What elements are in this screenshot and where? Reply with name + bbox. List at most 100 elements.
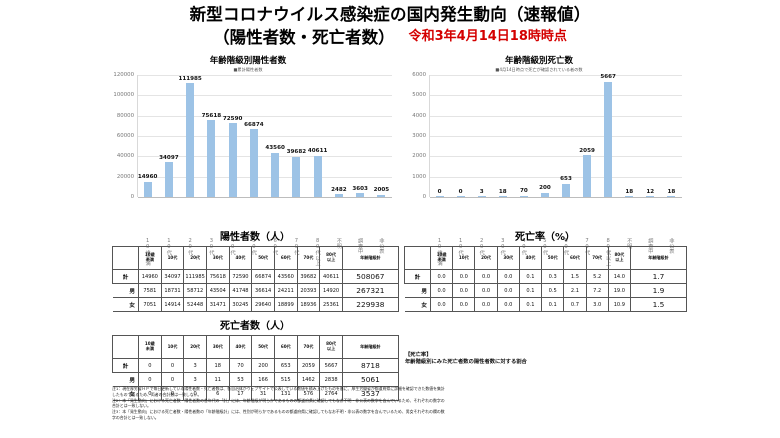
table-cell: 20393 — [296, 283, 321, 298]
bar-item: 0 — [429, 75, 450, 197]
positive-cases-chart: 年齢階級別陽性者数 ■累計陽性者数 0 20000 40000 60000 80000 1… — [104, 56, 392, 266]
table-cell: 31471 — [205, 297, 230, 312]
table-cell: 0 — [160, 358, 185, 373]
table-row: 女 0.0 0.0 0.0 0.0 0.1 0.1 0.7 3.0 10.9 1.5 — [404, 297, 687, 312]
table-cell: 7051 — [138, 297, 162, 312]
table-cell: 72590 — [228, 269, 253, 284]
table-cell: 1462 — [296, 372, 321, 387]
bar-value-label: 2005 — [373, 187, 390, 194]
bar-value-label: 18 — [625, 188, 634, 195]
table-row: 計 0 0 3 18 70 200 653 2059 5667 8718 — [112, 358, 399, 373]
table-cell: 0 — [138, 358, 162, 373]
footnotes: 注1：現在厚労省ＨＰで毎日更新している陽性者数・死亡者数は、各自治体がウェブサイ… — [112, 386, 447, 421]
table-cell: 41748 — [228, 283, 253, 298]
bar-series: 0 0 3 18 70 200 653 2059 5667 18 12 18 — [429, 74, 682, 197]
table-cell: 0.0 — [474, 297, 498, 312]
table-cell: 25361 — [319, 297, 343, 312]
bar — [207, 120, 216, 197]
table-cell: 17 — [228, 386, 253, 401]
table-cell: 31 — [251, 386, 275, 401]
table-cell: 1.5 — [563, 269, 587, 284]
bar-value-label: 2059 — [579, 147, 595, 154]
bar — [186, 83, 195, 197]
x-axis-tick: 調査中 — [357, 238, 364, 254]
gridline — [138, 95, 392, 97]
table-title: 死亡率（%） — [514, 232, 576, 243]
bar — [249, 129, 258, 197]
table-row: 男 0 0 3 11 53 166 515 1462 2838 5061 — [112, 372, 399, 387]
table-cell: 0.0 — [474, 269, 498, 284]
table-row: 女 0 0 0 6 17 31 131 576 2764 3537 — [112, 386, 399, 401]
column-header: 70代 — [296, 335, 321, 359]
table-cell: 43504 — [205, 283, 230, 298]
column-header: 10歳 未満 — [138, 335, 162, 359]
chart-title: 年齢階級別陽性者数 — [209, 56, 287, 66]
column-header: 80代 以上 — [607, 246, 631, 270]
column-header: 60代 — [563, 246, 587, 270]
column-header: 60代 — [273, 335, 298, 359]
column-header: 30代 — [205, 335, 230, 359]
gridline — [430, 136, 682, 137]
bar-item: 111985 — [178, 75, 202, 197]
column-header: 10歳 未満 — [138, 246, 162, 270]
column-header: 年齢階級計 — [629, 246, 687, 270]
bar-item: 18 — [492, 75, 513, 197]
x-axis-tick-slot: 非公表 — [371, 238, 392, 266]
table-cell: 34097 — [160, 269, 185, 284]
table-cell: 0.0 — [496, 283, 520, 298]
column-header: 10歳 未満 — [429, 246, 454, 270]
bar — [540, 192, 549, 197]
table-cell: 0.0 — [452, 283, 476, 298]
row-label: 男 — [112, 283, 139, 298]
bar — [292, 156, 301, 197]
table-cell: 0.1 — [518, 297, 543, 312]
y-axis-labels: 0 20000 40000 60000 80000 100000 120000 — [104, 72, 136, 200]
row-label: 男 — [112, 372, 139, 387]
gridline — [138, 136, 392, 137]
x-axis-tick: 不明 — [626, 238, 633, 249]
table-cell: 10.9 — [607, 297, 631, 312]
bar-item: 2005 — [371, 75, 392, 197]
column-header: 60代 — [273, 246, 298, 270]
table-row: 男 0.0 0.0 0.0 0.0 0.1 0.5 2.1 7.2 19.0 1.9 — [404, 283, 687, 298]
x-axis-tick-slot: 非公表 — [661, 238, 682, 266]
bar-value-label: 3 — [479, 188, 484, 195]
bar-value-label: 653 — [560, 176, 572, 183]
bar — [477, 196, 486, 197]
bar-item: 653 — [555, 75, 576, 197]
column-header: 20代 — [474, 246, 498, 270]
bar-value-label: 0 — [458, 188, 463, 195]
table-cell: 0.0 — [429, 283, 454, 298]
column-header: 80代 以上 — [319, 246, 343, 270]
y-axis-tick: 1000 — [412, 173, 426, 180]
table-cell: 18 — [205, 358, 230, 373]
x-axis-tick-slot: 不明 — [328, 238, 349, 266]
column-header: 年齢階級計 — [341, 246, 399, 270]
table-cell: 5.2 — [585, 269, 609, 284]
gridline — [430, 115, 682, 117]
table-header-row: 10歳 未満 10代 20代 30代 40代 50代 60代 70代 80代 以上 年齢階級計 — [404, 246, 687, 270]
table-cell: 75618 — [205, 269, 230, 284]
gridline — [138, 197, 392, 198]
bar — [356, 193, 365, 197]
bar — [646, 196, 655, 197]
row-total: 8718 — [341, 358, 399, 373]
table-header-row: 10歳 未満 10代 20代 30代 40代 50代 60代 70代 80代 以上 年齢階級計 — [112, 335, 399, 359]
table-cell: 0.3 — [541, 269, 565, 284]
bar-value-label: 3603 — [352, 185, 368, 192]
footnote: 注2：本「発生動向」における死亡者数・陽性者数の各年代の「計」には、年齢階級が明… — [112, 397, 445, 409]
gridline — [138, 156, 392, 158]
row-label: 女 — [404, 297, 431, 312]
bar — [498, 196, 507, 197]
column-header: 70代 — [296, 246, 321, 270]
page-title-line1: 新型コロナウイルス感染症の国内発生動向（速報値） — [189, 5, 591, 24]
bar — [435, 196, 444, 197]
mortality-rate-table-box: 死亡率（%） 10歳 未満 10代 20代 30代 40代 50代 60代 70代 80代 以上 年齢… — [404, 232, 687, 312]
bar-item: 0 — [450, 75, 471, 197]
bar-item: 18 — [661, 75, 682, 197]
table-title: 死亡者数（人） — [220, 321, 290, 332]
plot-grid — [429, 75, 682, 198]
row-label: 計 — [112, 358, 139, 373]
table-cell: 2.1 — [563, 283, 587, 298]
gridline — [430, 75, 682, 76]
